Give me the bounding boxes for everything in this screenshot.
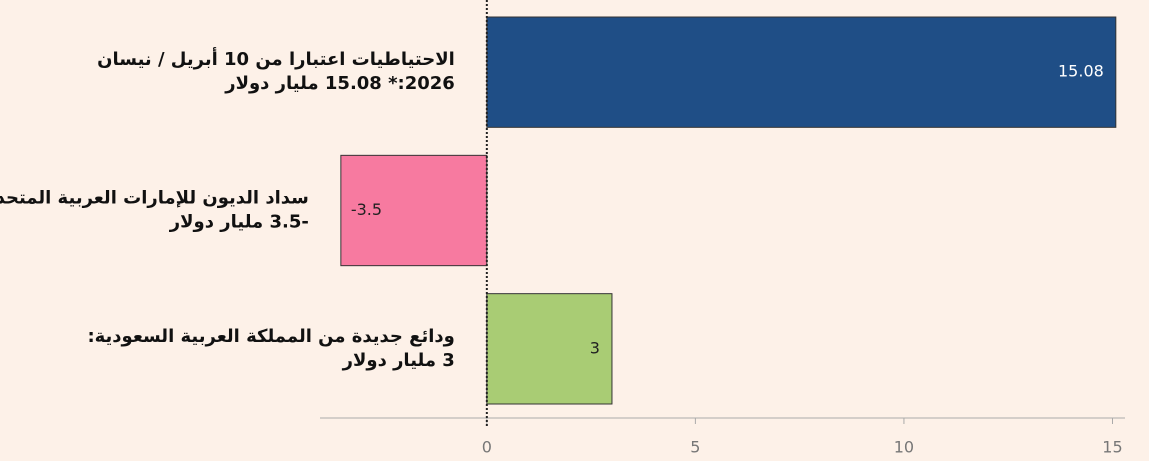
data-label: 3 [590,338,600,357]
bar [486,16,1117,128]
data-label: -3.5 [351,200,382,219]
x-tick-label: 15 [1102,438,1122,457]
category-label: الاحتياطيات اعتبارا من 10 أبريل / نيسان [97,47,455,70]
category-label: ودائع جديدة من المملكة العربية السعودية: [87,326,454,347]
category-label: 3 مليار دولار [342,350,455,371]
x-tick-label: 10 [894,438,914,457]
bar [340,154,488,267]
data-label: 15.08 [1058,62,1104,81]
x-tick-label: 0 [482,438,492,457]
category-label: 2026:* 15.08 مليار دولار [224,73,455,94]
category-label: -3.5 مليار دولار [169,212,309,233]
x-tick-label: 5 [690,438,700,457]
category-label: سداد الديون للإمارات العربية المتحدة: [0,188,309,209]
